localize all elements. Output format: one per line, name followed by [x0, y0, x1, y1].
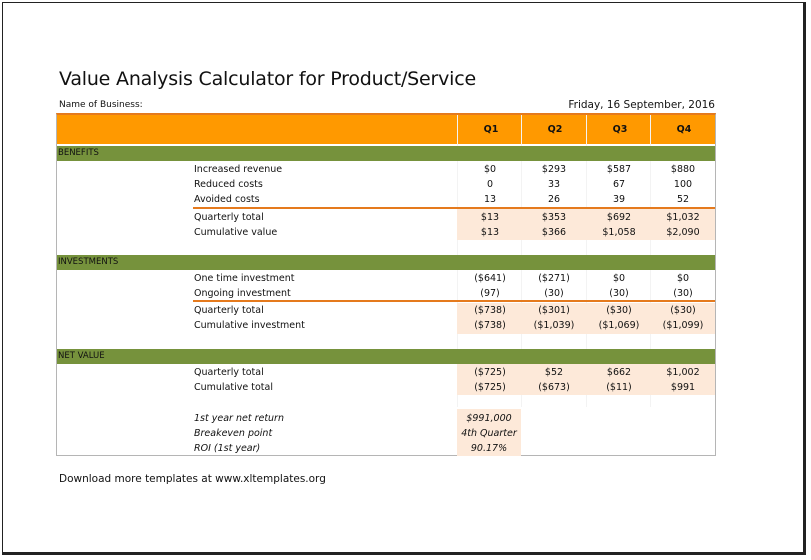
investment-total-row-value-q3[interactable]: ($1,069) — [598, 320, 640, 331]
net-value-row-value-q1[interactable]: ($725) — [474, 382, 506, 393]
quarter-header-1: Q1 — [483, 124, 499, 135]
summary-value[interactable]: 90.17% — [470, 443, 508, 454]
benefit-row-value-q3[interactable]: 67 — [612, 179, 626, 190]
investment-row-value-q3[interactable]: (30) — [609, 288, 629, 299]
report-date: Friday, 16 September, 2016 — [568, 99, 715, 111]
total-cell-background — [457, 209, 715, 240]
investment-row-value-q2[interactable]: (30) — [544, 288, 564, 299]
investment-row-label: Ongoing investment — [194, 288, 291, 299]
investments-section-band — [57, 255, 715, 270]
total-cell-background — [457, 364, 715, 395]
benefit-row-label: Reduced costs — [194, 179, 263, 190]
investment-total-row-value-q1[interactable]: ($738) — [474, 305, 506, 316]
net-value-row-value-q4[interactable]: $1,002 — [666, 367, 700, 378]
net-value-row-value-q1[interactable]: ($725) — [474, 367, 506, 378]
benefit-total-row-value-q1[interactable]: $13 — [480, 227, 500, 238]
net-value-section-heading: NET VALUE — [58, 351, 105, 361]
summary-value[interactable]: $991,000 — [466, 413, 512, 424]
benefit-row-value-q3[interactable]: 39 — [612, 194, 626, 205]
benefit-total-row-value-q4[interactable]: $1,032 — [666, 212, 700, 223]
investment-total-row-value-q2[interactable]: ($1,039) — [533, 320, 575, 331]
investment-total-row-value-q4[interactable]: ($30) — [670, 305, 696, 316]
benefit-row-value-q1[interactable]: 0 — [486, 179, 494, 190]
net-value-row-value-q2[interactable]: $52 — [544, 367, 564, 378]
benefit-total-row-value-q3[interactable]: $1,058 — [602, 227, 636, 238]
net-value-section-band — [57, 349, 715, 364]
investment-total-row-label: Quarterly total — [194, 305, 264, 316]
benefit-row-label: Avoided costs — [194, 194, 260, 205]
quarter-header-3: Q3 — [612, 124, 628, 135]
summary-label: 1st year net return — [194, 413, 284, 424]
benefit-row-value-q1[interactable]: 13 — [483, 194, 497, 205]
benefit-total-row-value-q3[interactable]: $692 — [606, 212, 632, 223]
investment-row-value-q2[interactable]: ($271) — [538, 273, 570, 284]
summary-background — [457, 409, 521, 456]
table-header-row — [57, 115, 715, 144]
benefits-section-band — [57, 146, 715, 161]
net-value-row-value-q3[interactable]: $662 — [606, 367, 632, 378]
benefit-total-row-label: Cumulative value — [194, 227, 278, 238]
summary-label: ROI (1st year) — [194, 443, 261, 454]
investment-row-value-q3[interactable]: $0 — [612, 273, 626, 284]
net-value-row-value-q3[interactable]: ($11) — [606, 382, 632, 393]
quarter-header-4: Q4 — [676, 124, 692, 135]
net-value-row-value-q4[interactable]: $991 — [670, 382, 696, 393]
benefit-row-value-q2[interactable]: $293 — [541, 164, 567, 175]
investment-row-value-q4[interactable]: (30) — [673, 288, 693, 299]
investment-total-row-value-q3[interactable]: ($30) — [606, 305, 632, 316]
benefits-section-heading: BENEFITS — [58, 148, 99, 158]
benefit-total-row-value-q2[interactable]: $366 — [541, 227, 567, 238]
summary-value[interactable]: 4th Quarter — [461, 428, 517, 439]
benefit-total-row-value-q2[interactable]: $353 — [541, 212, 567, 223]
net-value-row-value-q2[interactable]: ($673) — [538, 382, 570, 393]
investment-total-row-value-q2[interactable]: ($301) — [538, 305, 570, 316]
benefit-row-label: Increased revenue — [194, 164, 283, 175]
page-frame — [2, 2, 806, 555]
calculator-table — [56, 113, 716, 456]
benefit-total-row-label: Quarterly total — [194, 212, 264, 223]
benefit-row-value-q2[interactable]: 26 — [547, 194, 561, 205]
investment-total-row-value-q1[interactable]: ($738) — [474, 320, 506, 331]
investment-row-label: One time investment — [194, 273, 295, 284]
summary-label: Breakeven point — [194, 428, 273, 439]
quarter-header-2: Q2 — [547, 124, 563, 135]
benefits-total-rule — [193, 207, 715, 209]
page-title: Value Analysis Calculator for Product/Se… — [59, 68, 476, 90]
investment-row-value-q1[interactable]: (97) — [480, 288, 500, 299]
total-cell-background — [457, 303, 715, 334]
footer-link-text[interactable]: Download more templates at www.xltemplat… — [59, 473, 326, 485]
investments-total-rule — [193, 300, 715, 302]
benefit-total-row-value-q1[interactable]: $13 — [480, 212, 500, 223]
investment-row-value-q1[interactable]: ($641) — [474, 273, 506, 284]
benefit-total-row-value-q4[interactable]: $2,090 — [666, 227, 700, 238]
investments-section-heading: INVESTMENTS — [58, 257, 119, 267]
business-name-label: Name of Business: — [59, 100, 143, 110]
benefit-row-value-q4[interactable]: 52 — [676, 194, 690, 205]
net-value-row-label: Cumulative total — [194, 382, 273, 393]
benefit-row-value-q4[interactable]: $880 — [670, 164, 696, 175]
benefit-row-value-q4[interactable]: 100 — [673, 179, 693, 190]
investment-total-row-value-q4[interactable]: ($1,099) — [662, 320, 704, 331]
benefit-row-value-q1[interactable]: $0 — [483, 164, 497, 175]
benefit-row-value-q3[interactable]: $587 — [606, 164, 632, 175]
investment-total-row-label: Cumulative investment — [194, 320, 305, 331]
investment-row-value-q4[interactable]: $0 — [676, 273, 690, 284]
net-value-row-label: Quarterly total — [194, 367, 264, 378]
benefit-row-value-q2[interactable]: 33 — [547, 179, 561, 190]
